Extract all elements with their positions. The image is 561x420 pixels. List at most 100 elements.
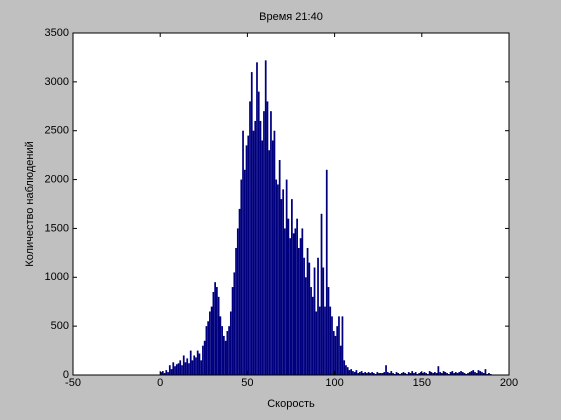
bar — [210, 306, 213, 375]
bar — [271, 140, 274, 375]
bar — [177, 363, 180, 375]
bar — [474, 372, 476, 375]
bar — [488, 373, 490, 375]
bar — [198, 353, 201, 375]
bar — [195, 357, 197, 375]
bar — [341, 316, 344, 375]
bar — [222, 335, 225, 375]
bar — [381, 373, 384, 375]
bar — [191, 360, 194, 375]
bar — [275, 179, 278, 375]
x-tick-label: 100 — [325, 377, 343, 389]
bar — [439, 372, 441, 375]
bar — [299, 238, 302, 375]
bar — [214, 282, 217, 375]
bar — [203, 340, 206, 375]
y-axis-label: Количество наблюдений — [24, 141, 36, 266]
bar — [284, 228, 286, 375]
bar — [458, 372, 461, 375]
bar — [175, 364, 178, 375]
bar — [467, 373, 469, 375]
bar — [329, 306, 332, 375]
bar — [189, 350, 192, 375]
bar — [200, 360, 203, 375]
bar — [235, 247, 237, 375]
bar — [219, 316, 222, 375]
bar — [411, 371, 414, 375]
x-tick-label: 200 — [500, 377, 518, 389]
bar — [402, 372, 405, 375]
bar — [182, 355, 185, 375]
bar — [460, 371, 462, 375]
bar — [484, 369, 487, 375]
bar — [297, 247, 300, 375]
bar — [308, 262, 311, 375]
bar — [400, 373, 403, 375]
bar — [247, 135, 250, 375]
bar — [217, 296, 220, 375]
bar — [245, 145, 248, 375]
y-tick-label: 2500 — [45, 125, 69, 137]
bar — [343, 360, 346, 375]
bar — [392, 373, 394, 375]
bar — [428, 371, 431, 375]
bar — [231, 287, 234, 375]
bar — [315, 311, 318, 375]
bar — [181, 365, 183, 375]
bar — [238, 208, 241, 375]
bar — [367, 372, 370, 375]
bar — [421, 373, 424, 375]
bar — [291, 199, 293, 375]
bar — [209, 311, 211, 375]
bar — [332, 331, 335, 375]
bar — [379, 373, 382, 375]
bar — [289, 238, 291, 375]
bar — [454, 372, 457, 375]
bar — [224, 340, 227, 375]
x-tick-label: 150 — [413, 377, 431, 389]
bar — [167, 372, 169, 375]
bar — [331, 316, 333, 375]
bar — [257, 91, 260, 375]
bar — [229, 311, 232, 375]
bar — [456, 373, 459, 375]
bar — [362, 373, 365, 375]
bar — [409, 373, 412, 375]
bar — [451, 371, 454, 375]
bar — [463, 373, 466, 375]
bar — [310, 287, 312, 375]
bar — [205, 326, 208, 375]
bar — [397, 373, 400, 375]
bar — [256, 62, 258, 376]
bar — [240, 179, 243, 375]
bar — [357, 373, 360, 375]
bar — [242, 130, 244, 375]
bar — [390, 371, 393, 375]
bar — [160, 372, 162, 375]
bar — [345, 365, 347, 375]
bar — [161, 371, 164, 375]
bar — [365, 373, 368, 375]
bar — [196, 350, 199, 375]
bar — [482, 373, 485, 375]
bar — [413, 373, 415, 375]
bar — [221, 326, 223, 375]
bar — [193, 355, 196, 375]
x-tick-label: 50 — [241, 377, 253, 389]
bar — [336, 326, 339, 375]
bar — [386, 372, 389, 375]
x-tick-label: -50 — [65, 377, 81, 389]
y-tick-label: 0 — [63, 369, 69, 381]
bar — [301, 228, 304, 375]
bar — [453, 373, 455, 375]
bar — [168, 365, 171, 375]
y-tick-label: 1000 — [45, 271, 69, 283]
bar — [236, 228, 239, 375]
bar — [254, 120, 257, 375]
bar — [407, 372, 410, 375]
bar — [481, 372, 483, 375]
bar — [418, 373, 421, 375]
y-tick-label: 1500 — [45, 222, 69, 234]
bar — [468, 372, 471, 375]
